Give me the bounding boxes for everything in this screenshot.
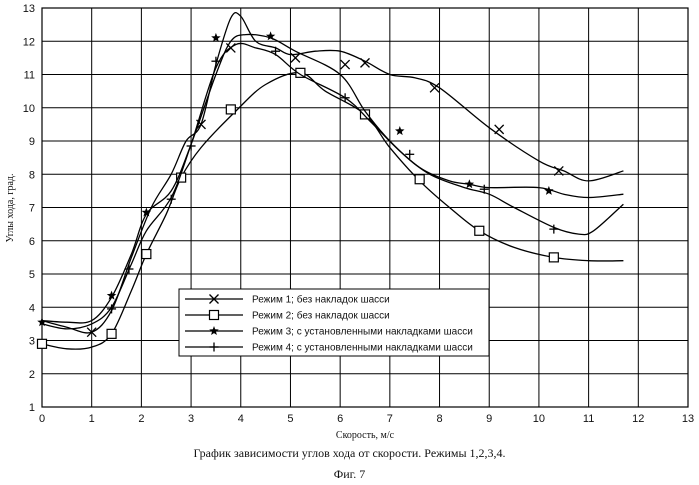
legend-label: Режим 3; с установленными накладками шас… [252, 327, 473, 338]
y-tick-label: 2 [29, 369, 35, 381]
data-point-square [475, 226, 484, 235]
x-tick-label: 0 [39, 413, 45, 425]
y-tick-label: 4 [29, 302, 35, 314]
y-tick-label: 9 [29, 136, 35, 148]
data-point-square [226, 105, 235, 114]
legend-label: Режим 1; без накладок шасси [252, 294, 390, 306]
legend-label: Режим 4; с установленными накладками шас… [252, 343, 473, 354]
y-axis-label: Углы хода, град. [5, 174, 16, 243]
x-tick-label: 9 [486, 413, 492, 425]
data-point-square [107, 329, 116, 338]
y-tick-label: 11 [24, 70, 35, 82]
x-tick-label: 1 [89, 413, 95, 425]
y-tick-label: 12 [23, 36, 35, 48]
x-tick-label: 3 [188, 413, 194, 425]
x-tick-label: 12 [632, 413, 644, 425]
legend-item: Режим 2; без накладок шасси [185, 310, 390, 322]
y-tick-label: 5 [29, 269, 35, 281]
x-tick-label: 5 [287, 413, 293, 425]
y-tick-label: 3 [29, 336, 35, 348]
x-tick-label: 11 [583, 413, 594, 425]
figure-number: Фиг. 7 [0, 467, 699, 482]
chart: 012345678910111213 12345678910111213 Реж… [0, 0, 699, 445]
x-axis-ticks: 012345678910111213 [39, 413, 694, 425]
y-tick-label: 10 [23, 103, 35, 115]
legend-label: Режим 2; без накладок шасси [252, 310, 390, 322]
y-tick-label: 13 [23, 3, 35, 15]
x-tick-label: 6 [337, 413, 343, 425]
x-tick-label: 7 [387, 413, 393, 425]
x-tick-label: 4 [238, 413, 244, 425]
data-point-square [142, 250, 151, 259]
x-tick-label: 8 [436, 413, 442, 425]
y-tick-label: 1 [29, 402, 35, 414]
y-tick-label: 7 [29, 203, 35, 215]
data-point-square [549, 253, 558, 262]
y-axis-ticks: 12345678910111213 [23, 3, 35, 414]
y-tick-label: 6 [29, 236, 35, 248]
x-tick-label: 2 [138, 413, 144, 425]
data-point-square [210, 311, 219, 320]
x-tick-label: 10 [533, 413, 545, 425]
legend: Режим 1; без накладок шасси Режим 2; без … [179, 289, 489, 356]
x-tick-label: 13 [682, 413, 694, 425]
x-axis-label: Скорость, м/с [336, 430, 395, 441]
data-point-square [415, 175, 424, 184]
figure-caption: График зависимости углов хода от скорост… [0, 446, 699, 461]
y-tick-label: 8 [29, 169, 35, 181]
data-point-square [38, 339, 47, 348]
